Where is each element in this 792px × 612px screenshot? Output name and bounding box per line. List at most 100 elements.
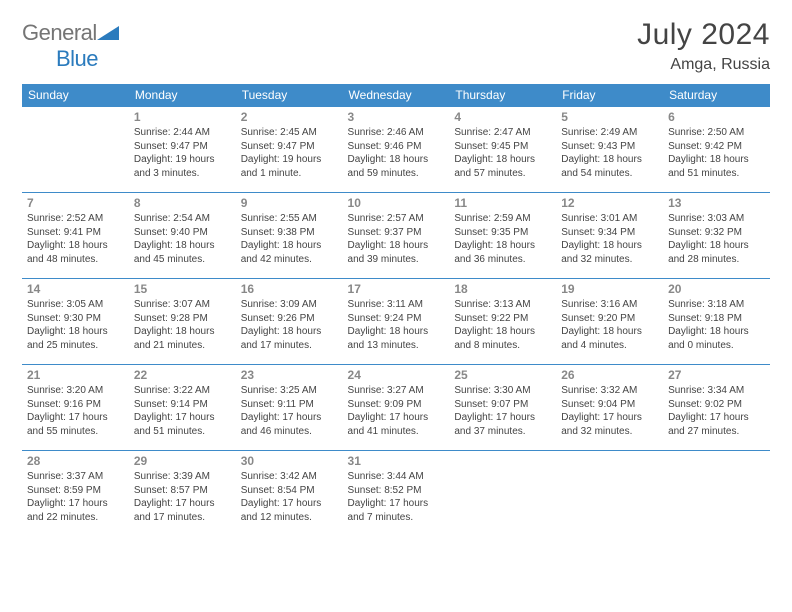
day-number: 30 (241, 454, 338, 468)
calendar-cell: 5 Sunrise: 2:49 AMSunset: 9:43 PMDaylight… (556, 107, 663, 193)
calendar-cell: 25Sunrise: 3:30 AMSunset: 9:07 PMDayligh… (449, 365, 556, 451)
day-number: 8 (134, 196, 231, 210)
title-block: July 2024 Amga, Russia (637, 18, 770, 74)
day-info: Sunrise: 2:55 AMSunset: 9:38 PMDaylight:… (241, 212, 338, 266)
day-number: 9 (241, 196, 338, 210)
day-info: Sunrise: 3:30 AMSunset: 9:07 PMDaylight:… (454, 384, 551, 438)
header: General Blue July 2024 Amga, Russia (22, 18, 770, 74)
day-info: Sunrise: 2:59 AMSunset: 9:35 PMDaylight:… (454, 212, 551, 266)
calendar-table: SundayMondayTuesdayWednesdayThursdayFrid… (22, 84, 770, 537)
calendar-cell: 21Sunrise: 3:20 AMSunset: 9:16 PMDayligh… (22, 365, 129, 451)
calendar-cell: 11Sunrise: 2:59 AMSunset: 9:35 PMDayligh… (449, 193, 556, 279)
day-number: 24 (348, 368, 445, 382)
day-number: 12 (561, 196, 658, 210)
day-info: Sunrise: 3:25 AMSunset: 9:11 PMDaylight:… (241, 384, 338, 438)
calendar-cell: 20 Sunrise: 3:18 AMSunset: 9:18 PMDayligh… (663, 279, 770, 365)
day-info: Sunrise: 2:52 AMSunset: 9:41 PMDaylight:… (27, 212, 124, 266)
day-number: 16 (241, 282, 338, 296)
calendar-cell: 26 Sunrise: 3:32 AMSunset: 9:04 PMDayligh… (556, 365, 663, 451)
day-number: 21 (27, 368, 124, 382)
location-label: Amga, Russia (637, 56, 770, 74)
calendar-body: 1Sunrise: 2:44 AMSunset: 9:47 PMDaylight… (22, 107, 770, 537)
day-info: Sunrise: 3:37 AMSunset: 8:59 PMDaylight:… (27, 470, 124, 524)
logo: General Blue (22, 18, 119, 72)
page-title: July 2024 (637, 18, 770, 52)
calendar-cell: 14 Sunrise: 3:05 AMSunset: 9:30 PMDayligh… (22, 279, 129, 365)
day-number: 20 (668, 282, 765, 296)
calendar-cell: 19Sunrise: 3:16 AMSunset: 9:20 PMDayligh… (556, 279, 663, 365)
day-number: 5 (561, 110, 658, 124)
calendar-cell: 3 Sunrise: 2:46 AMSunset: 9:46 PMDaylight… (343, 107, 450, 193)
weekday-header: Thursday (449, 84, 556, 107)
day-number: 26 (561, 368, 658, 382)
day-info: Sunrise: 3:27 AMSunset: 9:09 PMDaylight:… (348, 384, 445, 438)
day-number: 14 (27, 282, 124, 296)
day-number: 28 (27, 454, 124, 468)
day-info: Sunrise: 3:13 AMSunset: 9:22 PMDaylight:… (454, 298, 551, 352)
day-number: 1 (134, 110, 231, 124)
day-info: Sunrise: 3:18 AMSunset: 9:18 PMDaylight:… (668, 298, 765, 352)
calendar-cell: 7 Sunrise: 2:52 AMSunset: 9:41 PMDaylight… (22, 193, 129, 279)
logo-mark-icon (97, 20, 119, 46)
day-info: Sunrise: 3:42 AMSunset: 8:54 PMDaylight:… (241, 470, 338, 524)
day-info: Sunrise: 3:05 AMSunset: 9:30 PMDaylight:… (27, 298, 124, 352)
day-info: Sunrise: 3:01 AMSunset: 9:34 PMDaylight:… (561, 212, 658, 266)
weekday-header: Monday (129, 84, 236, 107)
calendar-cell: 29Sunrise: 3:39 AMSunset: 8:57 PMDayligh… (129, 451, 236, 537)
day-info: Sunrise: 3:44 AMSunset: 8:52 PMDaylight:… (348, 470, 445, 524)
day-number: 13 (668, 196, 765, 210)
logo-word2: Blue (56, 46, 98, 71)
weekday-header: Sunday (22, 84, 129, 107)
day-info: Sunrise: 3:07 AMSunset: 9:28 PMDaylight:… (134, 298, 231, 352)
day-info: Sunrise: 3:34 AMSunset: 9:02 PMDaylight:… (668, 384, 765, 438)
day-number: 23 (241, 368, 338, 382)
calendar-cell: 30 Sunrise: 3:42 AMSunset: 8:54 PMDayligh… (236, 451, 343, 537)
weekday-header: Wednesday (343, 84, 450, 107)
day-number: 7 (27, 196, 124, 210)
calendar-cell: 2Sunrise: 2:45 AMSunset: 9:47 PMDaylight… (236, 107, 343, 193)
calendar-cell (556, 451, 663, 537)
calendar-cell: 17 Sunrise: 3:11 AMSunset: 9:24 PMDayligh… (343, 279, 450, 365)
calendar-row: 14 Sunrise: 3:05 AMSunset: 9:30 PMDayligh… (22, 279, 770, 365)
calendar-cell: 18Sunrise: 3:13 AMSunset: 9:22 PMDayligh… (449, 279, 556, 365)
day-number: 10 (348, 196, 445, 210)
day-number: 4 (454, 110, 551, 124)
calendar-cell (22, 107, 129, 193)
calendar-cell (663, 451, 770, 537)
weekday-header: Friday (556, 84, 663, 107)
day-info: Sunrise: 2:50 AMSunset: 9:42 PMDaylight:… (668, 126, 765, 180)
day-number: 6 (668, 110, 765, 124)
day-info: Sunrise: 2:46 AMSunset: 9:46 PMDaylight:… (348, 126, 445, 180)
day-number: 3 (348, 110, 445, 124)
calendar-cell: 22 Sunrise: 3:22 AMSunset: 9:14 PMDayligh… (129, 365, 236, 451)
calendar-cell: 15 Sunrise: 3:07 AMSunset: 9:28 PMDayligh… (129, 279, 236, 365)
calendar-cell: 12 Sunrise: 3:01 AMSunset: 9:34 PMDayligh… (556, 193, 663, 279)
calendar-row: 1Sunrise: 2:44 AMSunset: 9:47 PMDaylight… (22, 107, 770, 193)
calendar-cell: 4Sunrise: 2:47 AMSunset: 9:45 PMDaylight… (449, 107, 556, 193)
day-number: 17 (348, 282, 445, 296)
weekday-header-row: SundayMondayTuesdayWednesdayThursdayFrid… (22, 84, 770, 107)
weekday-header: Saturday (663, 84, 770, 107)
day-info: Sunrise: 2:45 AMSunset: 9:47 PMDaylight:… (241, 126, 338, 180)
day-number: 15 (134, 282, 231, 296)
weekday-header: Tuesday (236, 84, 343, 107)
day-number: 29 (134, 454, 231, 468)
calendar-cell: 31Sunrise: 3:44 AMSunset: 8:52 PMDayligh… (343, 451, 450, 537)
calendar-cell: 8Sunrise: 2:54 AMSunset: 9:40 PMDaylight… (129, 193, 236, 279)
calendar-row: 21Sunrise: 3:20 AMSunset: 9:16 PMDayligh… (22, 365, 770, 451)
calendar-cell (449, 451, 556, 537)
day-info: Sunrise: 3:03 AMSunset: 9:32 PMDaylight:… (668, 212, 765, 266)
calendar-cell: 1Sunrise: 2:44 AMSunset: 9:47 PMDaylight… (129, 107, 236, 193)
day-number: 22 (134, 368, 231, 382)
logo-word1: General (22, 20, 97, 45)
calendar-cell: 13 Sunrise: 3:03 AMSunset: 9:32 PMDayligh… (663, 193, 770, 279)
day-info: Sunrise: 3:22 AMSunset: 9:14 PMDaylight:… (134, 384, 231, 438)
day-info: Sunrise: 3:32 AMSunset: 9:04 PMDaylight:… (561, 384, 658, 438)
calendar-cell: 23 Sunrise: 3:25 AMSunset: 9:11 PMDayligh… (236, 365, 343, 451)
day-info: Sunrise: 3:09 AMSunset: 9:26 PMDaylight:… (241, 298, 338, 352)
calendar-cell: 24 Sunrise: 3:27 AMSunset: 9:09 PMDayligh… (343, 365, 450, 451)
day-info: Sunrise: 2:49 AMSunset: 9:43 PMDaylight:… (561, 126, 658, 180)
day-info: Sunrise: 3:11 AMSunset: 9:24 PMDaylight:… (348, 298, 445, 352)
day-number: 27 (668, 368, 765, 382)
calendar-row: 7 Sunrise: 2:52 AMSunset: 9:41 PMDaylight… (22, 193, 770, 279)
